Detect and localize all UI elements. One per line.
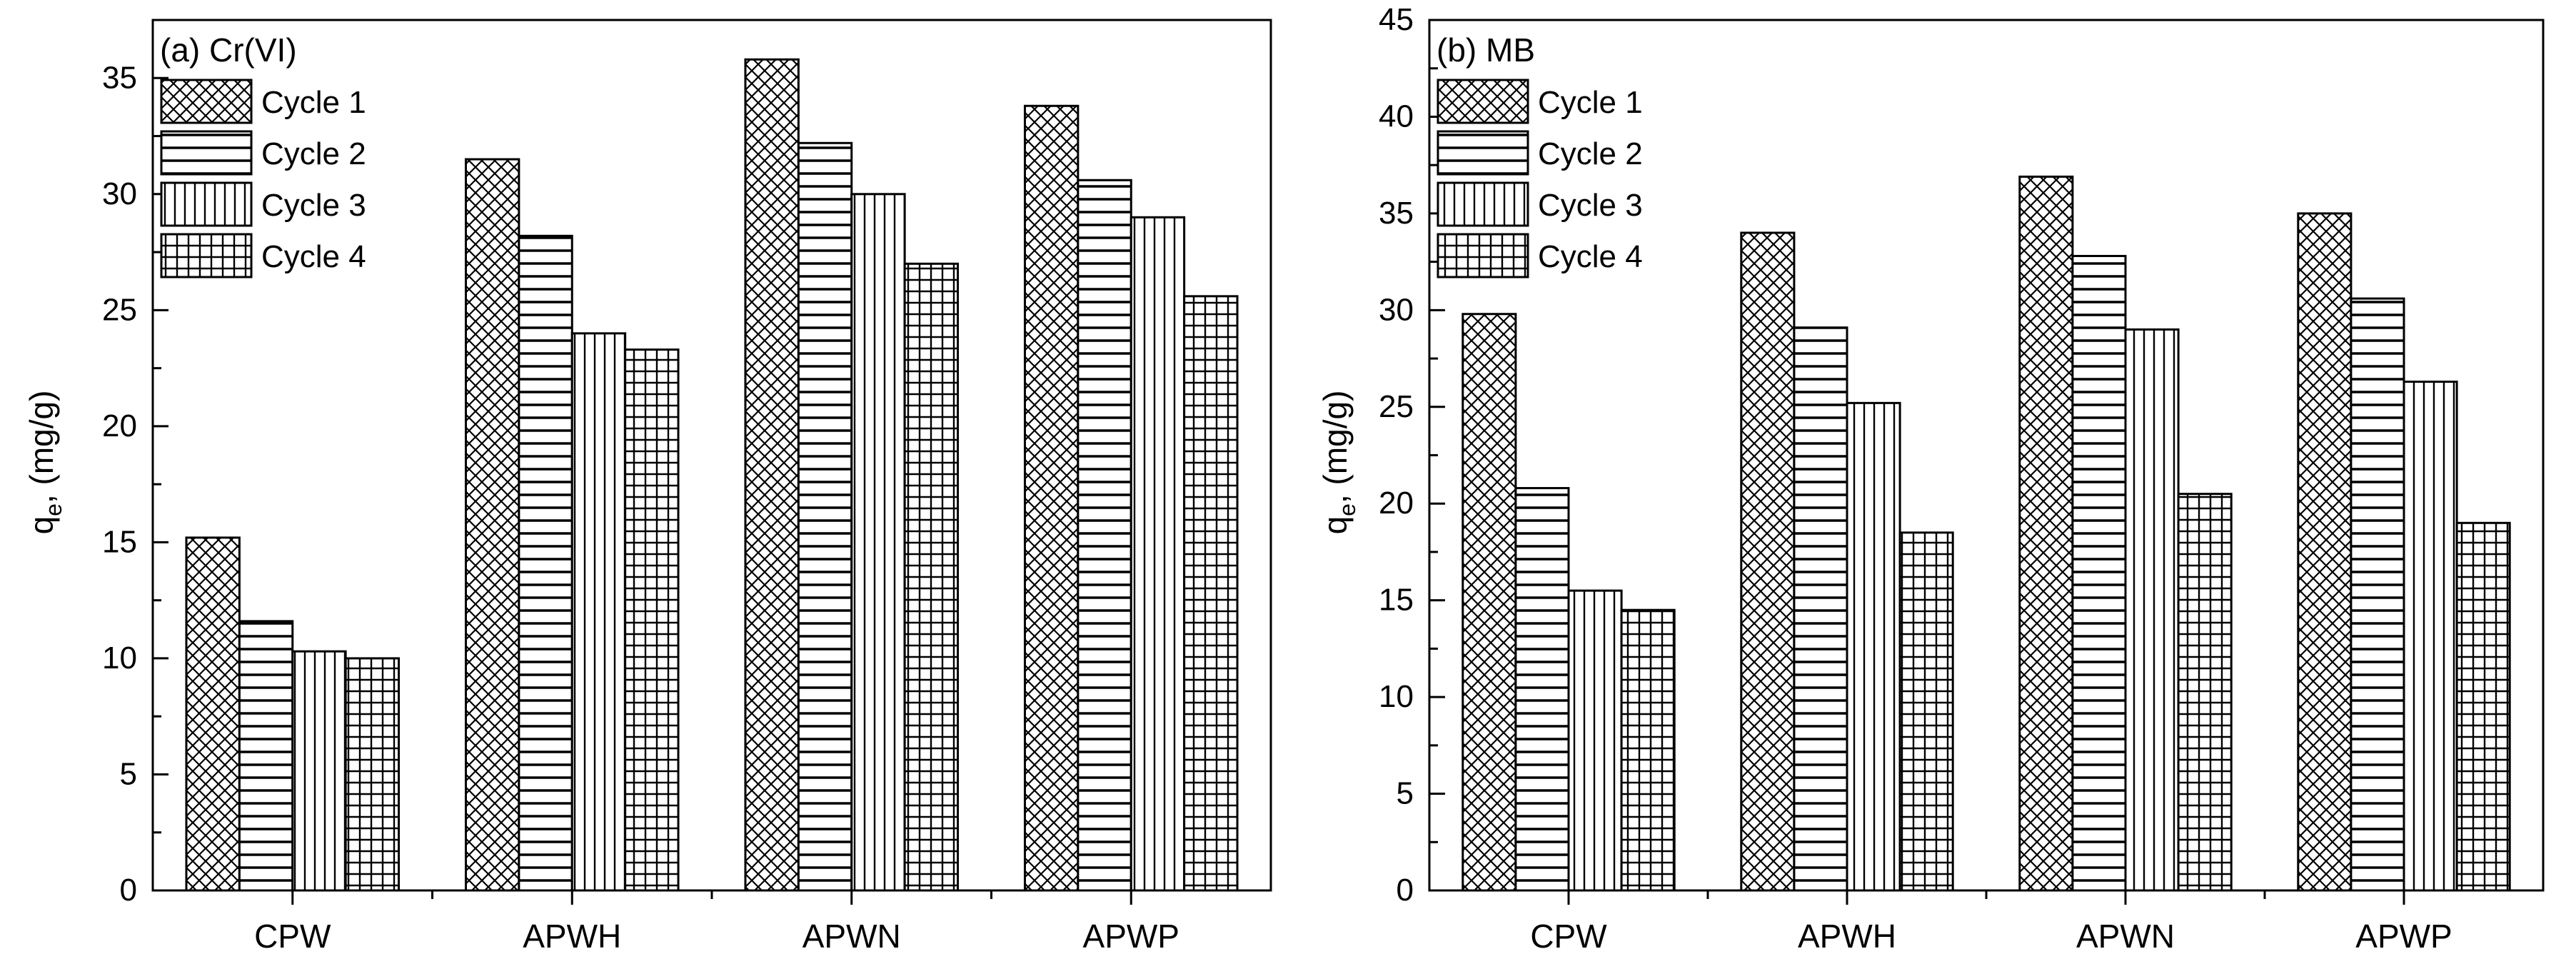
bar-apwp-cycle-4 [1183, 295, 1239, 892]
y-tick-label: 30 [102, 176, 137, 211]
legend-swatch-cycle-1 [160, 79, 253, 124]
bar-apwh-cycle-1 [1740, 231, 1796, 892]
legend-swatch-cycle-4 [160, 233, 253, 278]
legend-swatch-cycle-1 [1437, 79, 1529, 124]
x-tick-label: CPW [1530, 918, 1607, 955]
y-tick-label: 15 [102, 524, 137, 559]
y-axis-label-subscript: e [1334, 503, 1360, 516]
bar-apwn-cycle-4 [2177, 493, 2233, 892]
y-tick-label: 30 [1379, 292, 1414, 327]
bar-apwn-cycle-1 [744, 58, 800, 892]
bar-cpw-cycle-1 [185, 536, 241, 892]
y-tick-label: 35 [1379, 196, 1414, 231]
chart-panel-a: 0 5 10 15 20 25 30 35 qe, (mg/g) CPW APWH APWN APWP (… [23, 19, 1272, 955]
y-axis-label-q: q [23, 516, 60, 535]
panel-label: (b) MB [1437, 31, 1535, 69]
y-axis-label-units: , (mg/g) [23, 391, 60, 503]
y-tick-label: 5 [1397, 776, 1414, 811]
legend-swatch-cycle-4 [1437, 233, 1529, 278]
bar-apwp-cycle-3 [2403, 381, 2458, 892]
bar-apwh-cycle-2 [1793, 326, 1848, 892]
x-tick-label: APWN [803, 918, 901, 955]
bar-apwh-cycle-1 [464, 158, 520, 892]
bar-apwh-cycle-4 [624, 348, 680, 892]
bar-cpw-cycle-3 [1567, 589, 1623, 892]
bar-apwp-cycle-3 [1129, 216, 1186, 892]
panel-label: (a) Cr(VI) [160, 31, 297, 69]
bar-apwh-cycle-3 [570, 332, 627, 892]
bar-apwn-cycle-3 [2124, 328, 2180, 892]
bar-cpw-cycle-1 [1461, 313, 1517, 892]
legend-label-cycle-4: Cycle 4 [261, 239, 366, 274]
bar-apwp-cycle-4 [2455, 521, 2511, 892]
legend-swatch-cycle-2 [160, 130, 253, 176]
bar-apwp-cycle-2 [2350, 297, 2405, 892]
x-tick-label: APWP [2355, 918, 2452, 955]
y-axis-label-subscript: e [41, 503, 66, 516]
y-tick-label: 15 [1379, 583, 1414, 618]
y-tick-label: 0 [120, 873, 137, 908]
bar-apwp-cycle-2 [1077, 179, 1132, 892]
bar-cpw-cycle-4 [1620, 608, 1676, 892]
bar-apwh-cycle-4 [1898, 531, 1954, 892]
legend-swatch-cycle-2 [1437, 130, 1529, 176]
bar-apwh-cycle-2 [518, 234, 573, 892]
y-tick-label: 20 [102, 408, 137, 443]
legend-label-cycle-1: Cycle 1 [1538, 85, 1643, 120]
bar-apwp-cycle-1 [1023, 104, 1080, 892]
y-tick-label: 25 [1379, 389, 1414, 424]
legend-swatch-cycle-3 [1437, 181, 1529, 227]
chart-panel-b: 0 5 10 15 20 25 30 35 40 45 qe, (mg/g) CPW APWH APWN A… [1317, 2, 2545, 955]
y-tick-label: 45 [1379, 2, 1414, 37]
bar-cpw-cycle-3 [291, 650, 347, 892]
bar-cpw-cycle-2 [1514, 487, 1570, 892]
y-tick-label: 10 [102, 641, 137, 676]
legend-label-cycle-4: Cycle 4 [1538, 239, 1643, 274]
legend-label-cycle-3: Cycle 3 [1538, 188, 1643, 223]
legend-swatch-cycle-3 [160, 181, 253, 227]
bar-cpw-cycle-2 [238, 620, 294, 892]
y-tick-label: 10 [1379, 679, 1414, 714]
bar-cpw-cycle-4 [344, 657, 401, 892]
legend-label-cycle-3: Cycle 3 [261, 188, 366, 223]
bar-apwp-cycle-1 [2297, 212, 2353, 892]
y-tick-label: 20 [1379, 486, 1414, 521]
bar-apwn-cycle-2 [797, 141, 853, 892]
bar-apwn-cycle-4 [903, 262, 960, 892]
y-axis-label: qe, (mg/g) [1317, 391, 1360, 535]
x-tick-label: APWN [2076, 918, 2175, 955]
x-tick-label: APWP [1083, 918, 1179, 955]
y-tick-label: 25 [102, 292, 137, 327]
legend-label-cycle-1: Cycle 1 [261, 85, 366, 120]
x-tick-label: CPW [254, 918, 331, 955]
y-tick-label: 40 [1379, 99, 1414, 134]
bar-apwn-cycle-2 [2071, 254, 2127, 892]
bar-apwh-cycle-3 [1846, 401, 1901, 892]
y-axis-label-q: q [1317, 516, 1354, 535]
y-tick-label: 35 [102, 60, 137, 95]
y-axis-label-units: , (mg/g) [1317, 391, 1354, 503]
legend-label-cycle-2: Cycle 2 [261, 136, 366, 171]
y-tick-label: 5 [120, 756, 137, 791]
x-tick-label: APWH [523, 918, 621, 955]
y-axis-label: qe, (mg/g) [23, 391, 66, 535]
x-tick-label: APWH [1798, 918, 1896, 955]
bar-apwn-cycle-1 [2018, 175, 2074, 892]
bar-apwn-cycle-3 [850, 193, 906, 892]
y-tick-label: 0 [1397, 873, 1414, 908]
legend-label-cycle-2: Cycle 2 [1538, 136, 1643, 171]
